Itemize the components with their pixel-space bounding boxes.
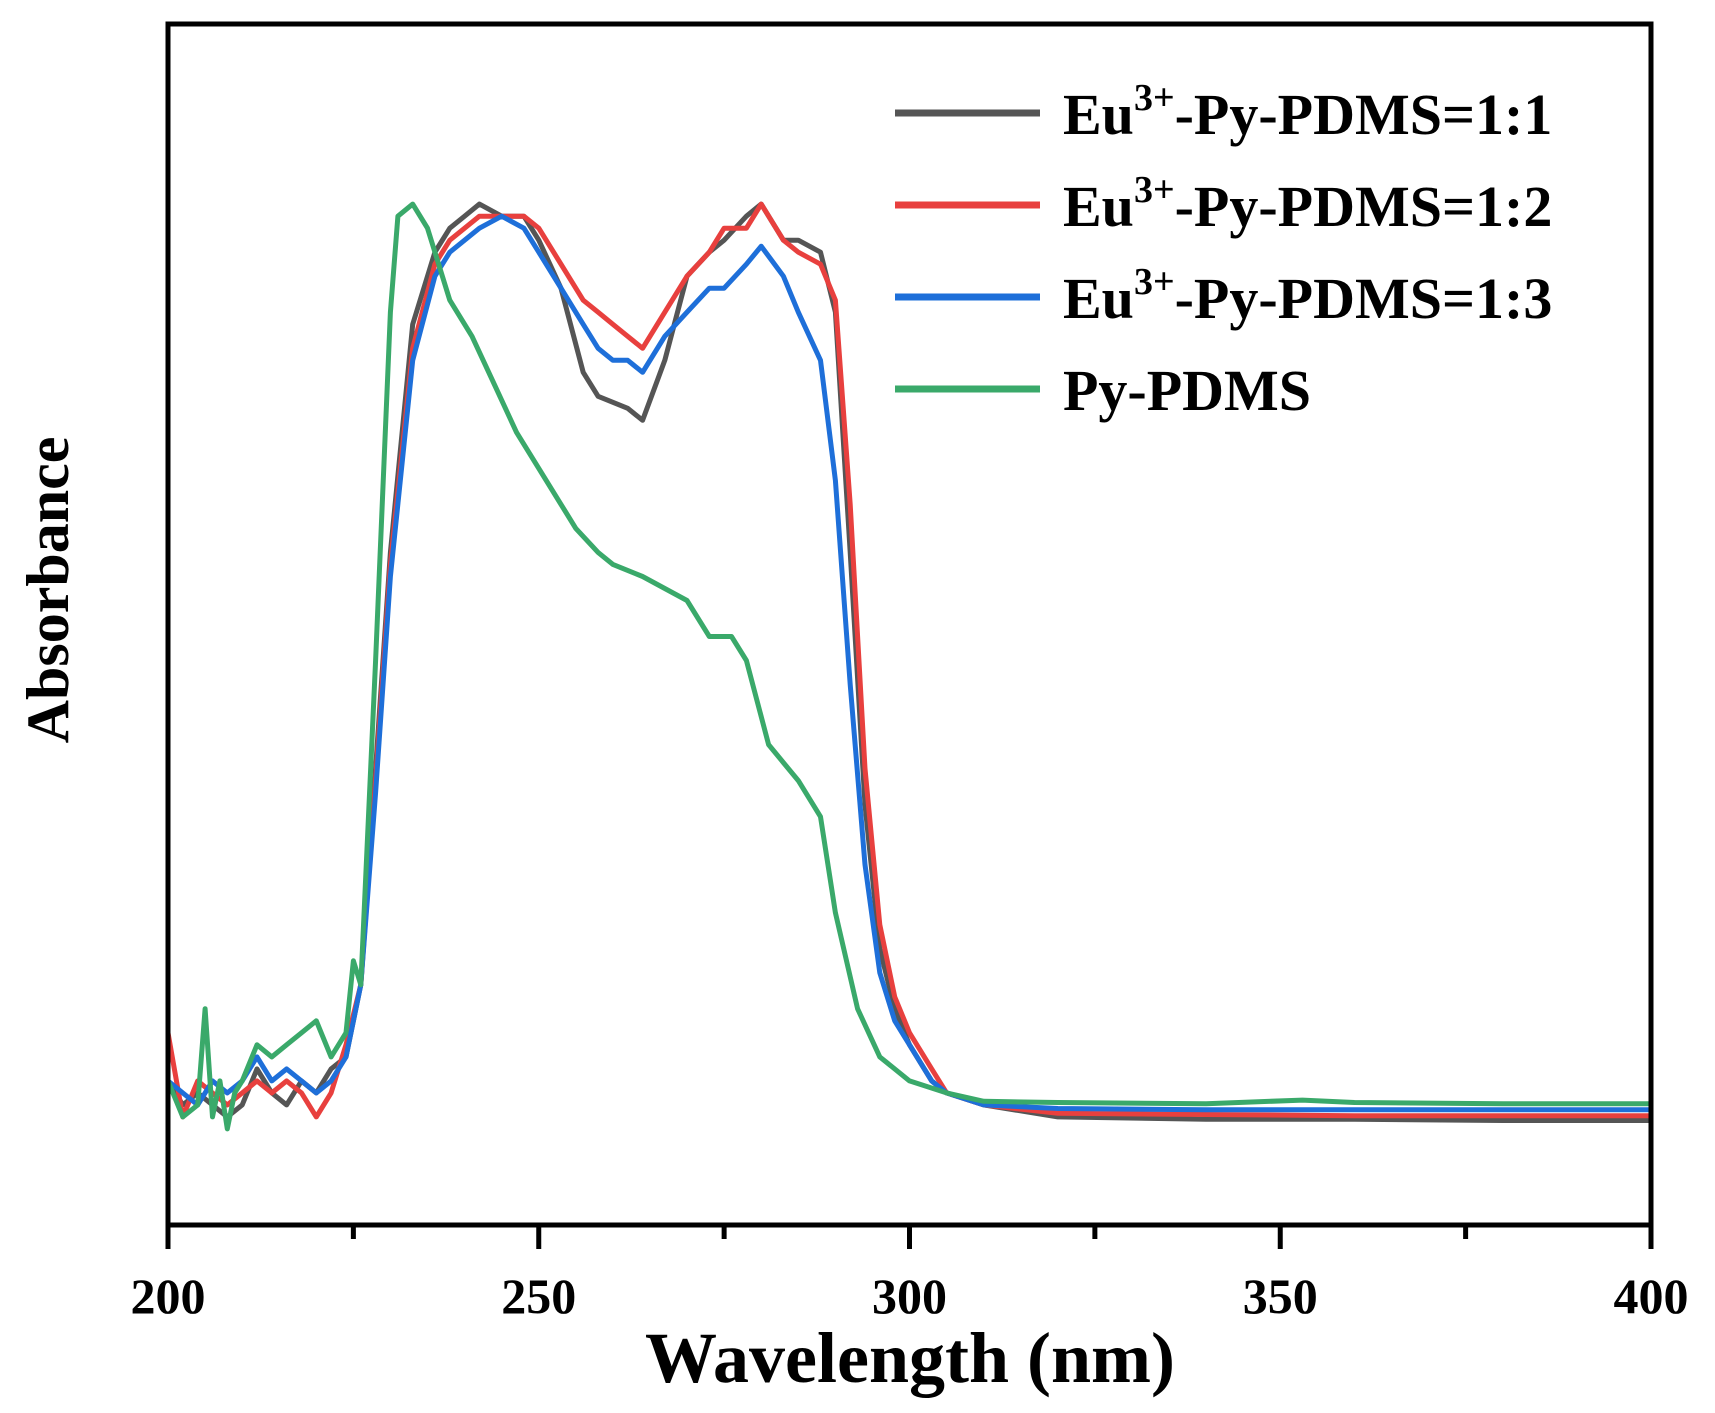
legend-label: Eu3+-Py-PDMS=1:2 bbox=[1063, 169, 1552, 239]
legend-item: Eu3+-Py-PDMS=1:2 bbox=[895, 169, 1552, 239]
legend-label: Eu3+-Py-PDMS=1:1 bbox=[1063, 77, 1552, 147]
y-axis-label: Absorbance bbox=[15, 437, 81, 744]
x-tick-label: 350 bbox=[1243, 1268, 1318, 1324]
legend-item: Eu3+-Py-PDMS=1:3 bbox=[895, 261, 1552, 331]
series-line-2 bbox=[165, 201, 1651, 1120]
legend-item: Py-PDMS bbox=[895, 358, 1311, 423]
x-tick-label: 400 bbox=[1614, 1268, 1689, 1324]
legend: Eu3+-Py-PDMS=1:1 Eu3+-Py-PDMS=1:2 Eu3+-Py-… bbox=[895, 77, 1552, 423]
x-tick-label: 250 bbox=[501, 1268, 576, 1324]
series-line-4 bbox=[165, 201, 1651, 1132]
series-layer bbox=[165, 201, 1651, 1132]
series-line-1 bbox=[165, 201, 1651, 1123]
x-axis-label: Wavelength (nm) bbox=[645, 1318, 1175, 1398]
legend-label: Eu3+-Py-PDMS=1:3 bbox=[1063, 261, 1552, 331]
series-line-3 bbox=[166, 213, 1651, 1113]
x-tick-label: 300 bbox=[872, 1268, 947, 1324]
legend-label: Py-PDMS bbox=[1063, 358, 1311, 423]
x-ticks: 200 250 300 350 400 bbox=[131, 1225, 1689, 1324]
legend-item: Eu3+-Py-PDMS=1:1 bbox=[895, 77, 1552, 147]
x-tick-label: 200 bbox=[131, 1268, 206, 1324]
